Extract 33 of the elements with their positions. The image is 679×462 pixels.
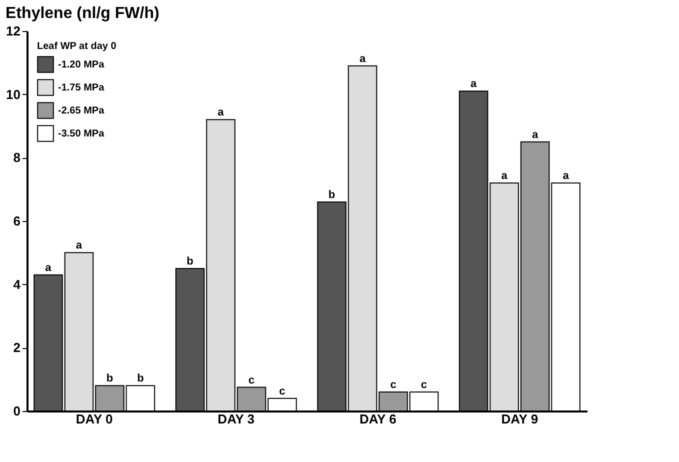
data-label: a — [45, 262, 52, 274]
x-tick-label: DAY 6 — [359, 412, 396, 426]
data-label: b — [328, 189, 336, 201]
legend-label: -1.20 MPa — [58, 60, 105, 70]
x-tick-label: DAY 9 — [501, 412, 538, 426]
y-tick-label: 10 — [6, 86, 20, 102]
data-label: a — [470, 78, 478, 90]
y-tick-label: 2 — [13, 340, 20, 356]
data-label: c — [420, 379, 428, 391]
legend-label: -1.75 MPa — [58, 82, 105, 94]
legend-label: -3.50 MPa — [58, 128, 105, 140]
data-label: a — [501, 170, 508, 182]
chart-title: Ethylene (nl/g FW/h) — [6, 5, 160, 22]
legend-label: -2.65 MPa — [58, 106, 105, 116]
data-label: b — [137, 372, 144, 385]
y-tick-label: 0 — [13, 404, 20, 418]
data-label: b — [106, 372, 114, 385]
x-tick-label: DAY 3 — [218, 412, 255, 426]
data-label: a — [562, 170, 570, 182]
data-label: c — [390, 379, 396, 391]
data-label: b — [186, 256, 194, 268]
data-label: c — [248, 374, 255, 386]
data-label: c — [279, 385, 286, 398]
y-tick-label: 4 — [13, 276, 22, 292]
data-label: a — [359, 52, 366, 65]
y-tick-label: 12 — [6, 24, 20, 38]
data-label: a — [76, 240, 83, 252]
y-tick-label: 8 — [13, 150, 20, 166]
legend-title: Leaf WP at day 0 — [37, 41, 117, 52]
data-label: a — [218, 106, 225, 119]
x-tick-label: DAY 0 — [76, 412, 113, 426]
data-label: a — [532, 128, 539, 141]
y-tick-label: 6 — [13, 214, 20, 228]
